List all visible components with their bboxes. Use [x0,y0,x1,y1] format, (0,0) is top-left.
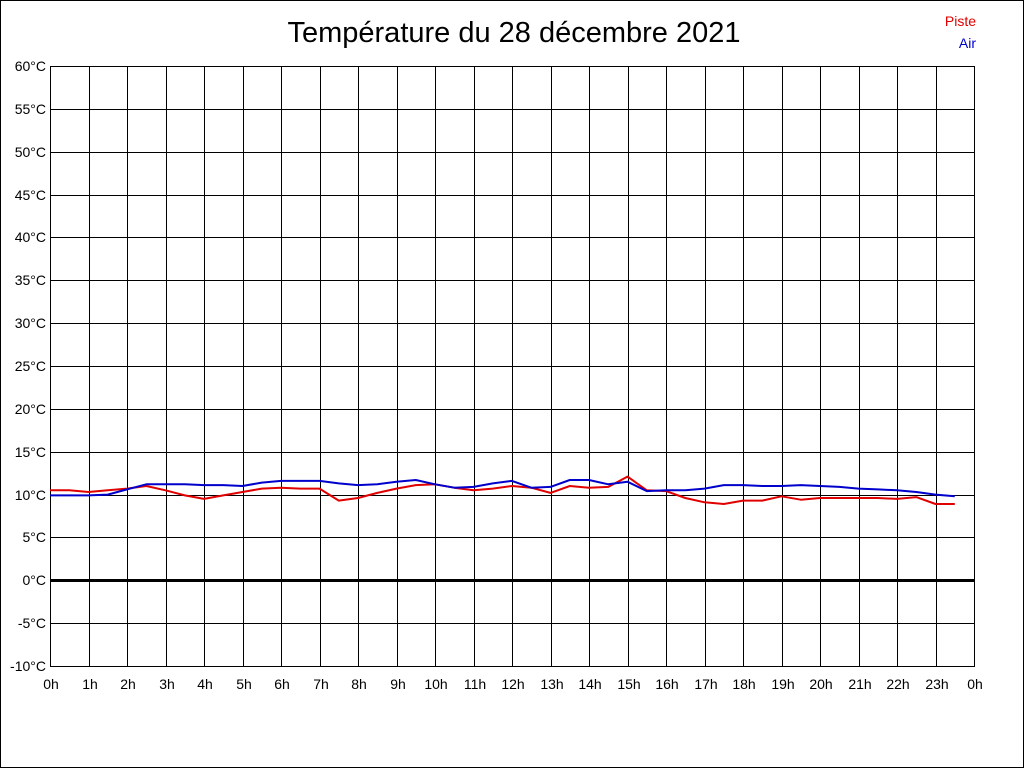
x-tick-label: 17h [694,676,717,692]
series-line-piste [50,475,955,505]
x-tick-label: 9h [390,676,406,692]
y-tick-label: 30°C [15,315,46,331]
x-tick-label: 2h [120,676,136,692]
x-tick-label: 12h [501,676,524,692]
y-tick-label: 50°C [15,144,46,160]
plot-border [50,66,975,667]
y-tick-label: 0°C [23,572,47,588]
y-tick-label: 55°C [15,101,46,117]
x-tick-label: 11h [464,676,486,692]
y-tick-label: 15°C [15,444,46,460]
y-tick-label: 25°C [15,358,46,374]
x-tick-label: 21h [848,676,871,692]
x-tick-label: 0h [967,676,983,692]
x-tick-label: 7h [313,676,329,692]
x-tick-label: 4h [197,676,213,692]
x-tick-label: 1h [82,676,98,692]
x-tick-label: 10h [424,676,447,692]
x-tick-label: 0h [43,676,59,692]
x-tick-label: 8h [351,676,367,692]
x-tick-label: 20h [809,676,832,692]
series-line-air [50,479,955,498]
y-tick-label: 10°C [15,487,46,503]
x-tick-label: 13h [540,676,563,692]
x-tick-label: 6h [274,676,290,692]
chart-title: Température du 28 décembre 2021 [287,17,741,49]
y-tick-label: 35°C [15,272,46,288]
x-tick-label: 14h [578,676,601,692]
x-tick-label: 19h [771,676,794,692]
legend-entry-piste: Piste [944,13,976,29]
y-tick-label: 45°C [15,187,46,203]
x-tick-label: 5h [236,676,252,692]
y-tick-label: 20°C [15,401,46,417]
x-tick-label: 16h [655,676,678,692]
y-tick-label: 60°C [15,58,46,74]
y-tick-label: 40°C [15,229,46,245]
y-tick-label: -10°C [10,658,46,674]
x-tick-label: 3h [159,676,175,692]
legend-entry-air: Air [958,35,976,51]
x-tick-label: 18h [732,676,755,692]
x-tick-label: 23h [925,676,948,692]
y-tick-label: 5°C [23,529,47,545]
x-tick-label: 22h [886,676,909,692]
y-tick-label: -5°C [18,615,46,631]
x-tick-label: 15h [617,676,640,692]
